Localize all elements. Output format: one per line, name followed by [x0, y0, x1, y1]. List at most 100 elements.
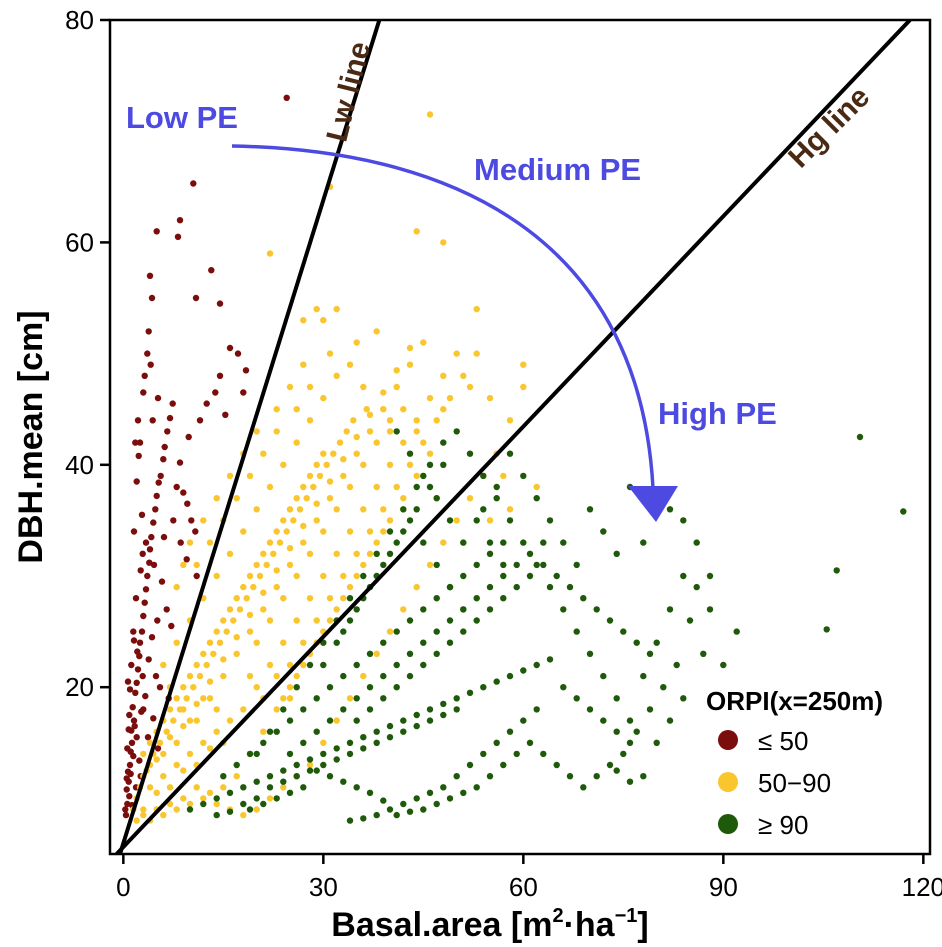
data-point [146, 739, 154, 746]
data-point [150, 715, 157, 722]
data-point [176, 217, 184, 224]
data-point [400, 728, 407, 735]
data-point [173, 806, 180, 813]
data-point [626, 717, 634, 724]
data-point [266, 728, 274, 735]
data-point [160, 773, 167, 780]
data-point [333, 756, 340, 763]
data-point [473, 784, 480, 791]
data-point [373, 728, 380, 735]
data-point [203, 661, 210, 669]
data-point [473, 595, 480, 602]
data-point [155, 479, 162, 486]
data-point [313, 767, 320, 774]
data-point [406, 617, 414, 624]
data-point [353, 339, 360, 346]
x-axis-ticks: 0 30 60 90 120 [116, 854, 942, 902]
data-point [170, 517, 177, 524]
data-point [433, 595, 440, 602]
data-point [653, 639, 660, 646]
data-point [593, 773, 600, 780]
data-point [270, 550, 277, 557]
data-point [433, 417, 440, 424]
data-point [666, 717, 674, 724]
data-point [353, 695, 360, 702]
data-point [286, 545, 294, 552]
data-point [433, 561, 440, 569]
data-point [500, 472, 507, 480]
data-point [266, 795, 274, 802]
data-point [186, 539, 194, 546]
data-point [380, 561, 387, 569]
data-point [266, 773, 274, 780]
data-point [620, 750, 627, 758]
data-point [586, 650, 594, 657]
data-point [460, 572, 467, 580]
data-point [190, 180, 197, 187]
data-point [326, 773, 334, 780]
data-point [453, 428, 460, 435]
data-point [660, 684, 667, 691]
data-point [266, 539, 274, 546]
data-point [300, 361, 307, 368]
data-point [360, 461, 367, 468]
data-point [220, 784, 227, 791]
data-point [128, 739, 136, 746]
data-point [573, 628, 580, 635]
data-point [413, 472, 420, 480]
data-point [183, 695, 190, 702]
data-point [400, 439, 407, 446]
data-point [350, 417, 357, 424]
data-point [226, 606, 234, 613]
data-point [190, 684, 197, 691]
data-point [380, 639, 387, 646]
data-point [306, 383, 314, 391]
data-point [222, 411, 229, 418]
data-point [520, 667, 527, 674]
data-point [533, 706, 540, 713]
data-point [306, 472, 314, 480]
data-point [466, 689, 474, 696]
data-point [440, 406, 447, 413]
data-point [680, 695, 687, 702]
y-axis-ticks: 20 40 60 80 [65, 5, 110, 702]
data-point [246, 806, 254, 813]
data-point [453, 350, 460, 357]
data-point [163, 728, 170, 735]
data-point [666, 506, 674, 513]
data-point [130, 628, 137, 635]
data-point [406, 672, 414, 680]
data-point [420, 661, 427, 669]
data-point [136, 639, 144, 646]
data-point [473, 517, 480, 524]
data-point [233, 761, 240, 769]
data-point [220, 773, 227, 780]
data-point [153, 789, 160, 796]
data-point [386, 550, 394, 557]
data-point [220, 656, 227, 663]
data-point [233, 495, 240, 502]
data-point [135, 452, 142, 460]
data-point [186, 750, 194, 758]
series-2 [186, 428, 907, 824]
data-point [420, 606, 427, 613]
data-point [640, 539, 647, 546]
data-point [293, 572, 300, 580]
data-point [246, 472, 254, 480]
data-point [134, 666, 142, 673]
data-point [353, 550, 360, 557]
data-point [250, 583, 257, 591]
data-point [613, 767, 620, 774]
data-point [140, 389, 147, 396]
data-point [286, 717, 294, 724]
data-point [240, 706, 247, 713]
data-point [206, 539, 214, 546]
data-point [300, 483, 307, 491]
data-point [400, 717, 407, 724]
data-point [323, 461, 330, 468]
data-point [900, 508, 907, 515]
data-point [446, 583, 454, 591]
data-point [246, 672, 254, 680]
data-point [426, 561, 434, 569]
data-point [280, 695, 287, 702]
